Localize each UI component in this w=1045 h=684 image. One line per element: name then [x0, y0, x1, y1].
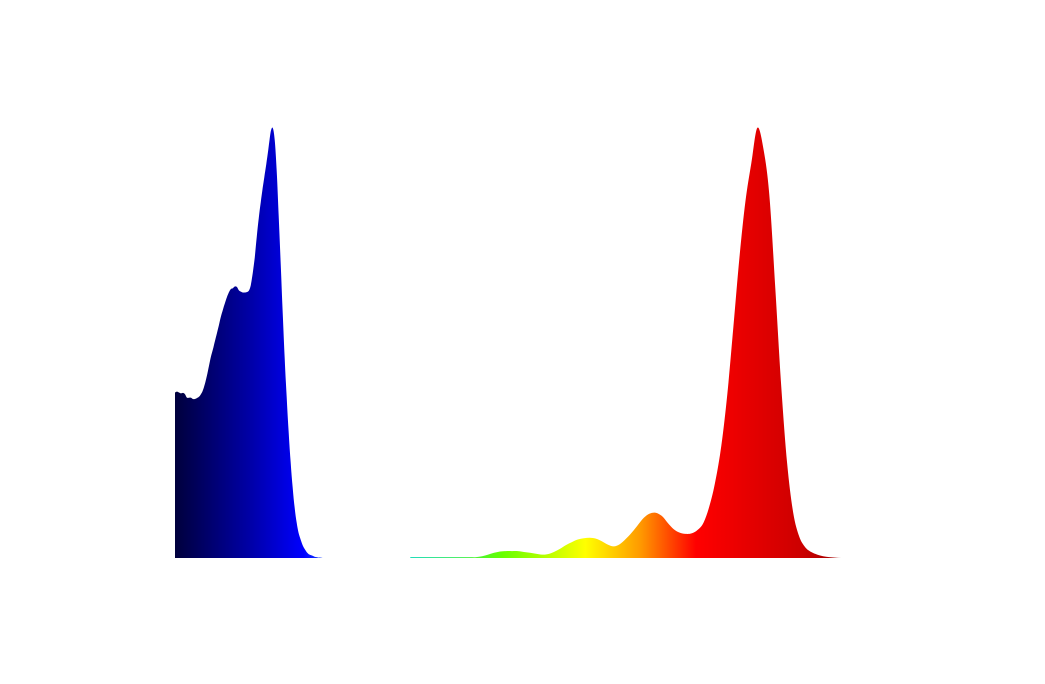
- series-layer: [175, 127, 871, 559]
- series-area-1: [175, 127, 347, 559]
- series-area-2: [410, 127, 871, 559]
